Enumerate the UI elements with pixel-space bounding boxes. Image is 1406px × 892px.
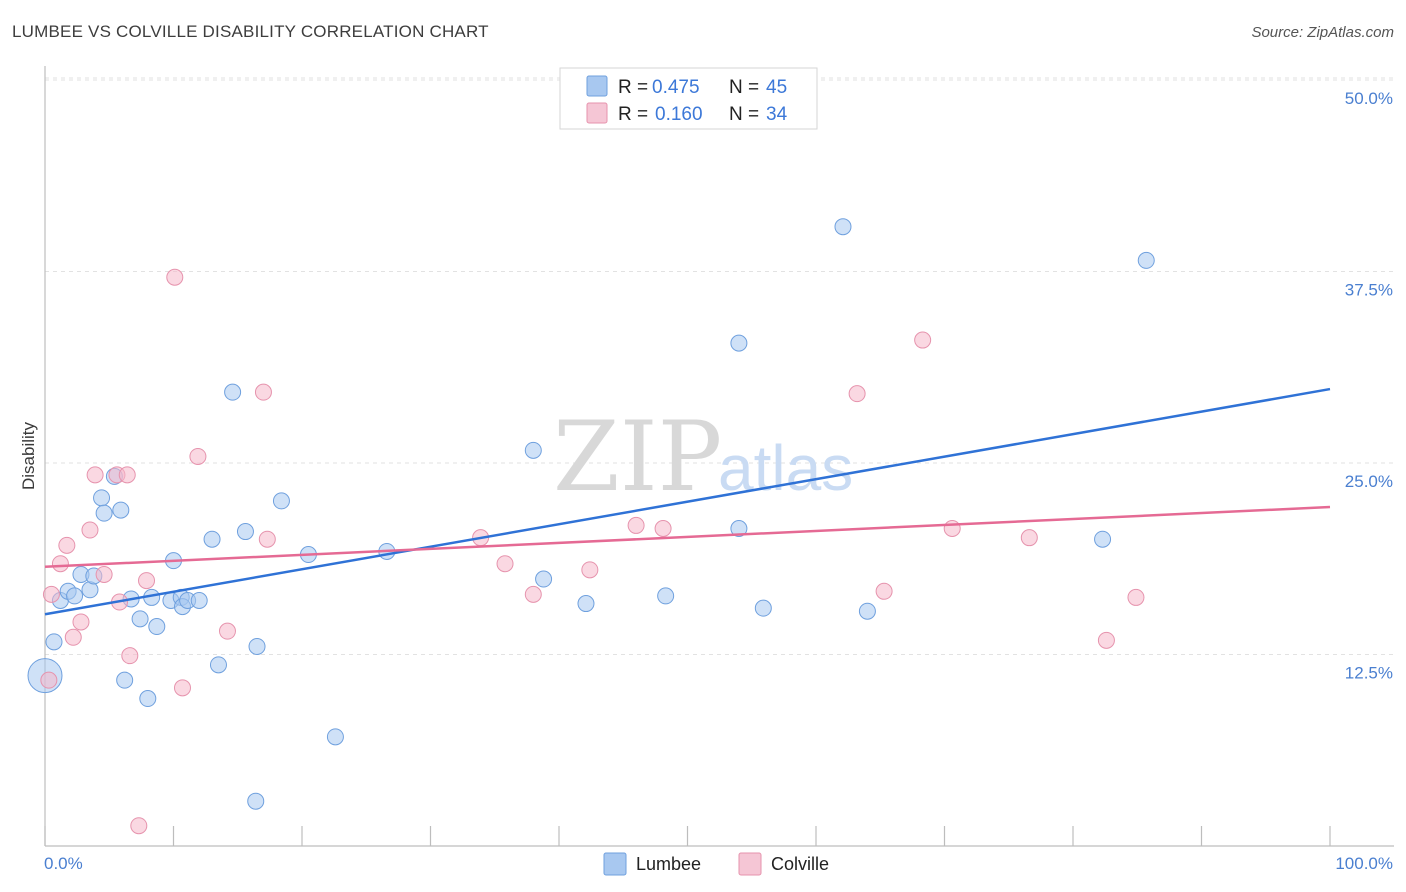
point-lumbee-35 [535, 570, 553, 588]
legend-swatch-lumbee [586, 75, 608, 97]
point-lumbee-11 [112, 501, 130, 519]
y-tick-label-2: 37.5% [1345, 281, 1393, 300]
point-colville-5 [72, 613, 90, 631]
point-colville-14 [138, 572, 156, 590]
point-lumbee-14 [131, 610, 149, 628]
point-lumbee-29 [247, 792, 265, 810]
bottom-legend-label-colville: Colville [771, 854, 829, 874]
legend-r-label-2: R = [618, 104, 648, 125]
legend-n-value-1: 45 [766, 77, 787, 98]
point-lumbee-26 [224, 383, 242, 401]
axes [44, 66, 1394, 847]
point-colville-29 [914, 331, 932, 349]
point-colville-12 [121, 647, 139, 665]
point-colville-20 [258, 530, 276, 548]
legend-n-label-1: N = [729, 77, 759, 98]
x-tick-label-end: 100.0% [1335, 854, 1393, 873]
legend-r-label-1: R = [618, 77, 648, 98]
point-colville-7 [86, 466, 104, 484]
point-colville-19 [254, 383, 272, 401]
point-colville-4 [64, 628, 82, 646]
point-lumbee-39 [730, 334, 748, 352]
y-tick-label-1: 25.0% [1345, 472, 1393, 491]
x-tick-label-start: 0.0% [44, 854, 83, 873]
point-lumbee-32 [326, 728, 344, 746]
point-colville-13 [130, 817, 148, 835]
point-lumbee-36 [577, 595, 595, 613]
point-colville-25 [627, 516, 645, 534]
y-tick-label-0: 12.5% [1345, 664, 1393, 683]
point-colville-6 [81, 521, 99, 539]
point-colville-1 [42, 585, 60, 603]
point-lumbee-4 [66, 587, 84, 605]
trend-line-colville [44, 505, 1331, 569]
point-colville-32 [1097, 631, 1115, 649]
point-colville-3 [58, 536, 76, 554]
point-colville-27 [848, 385, 866, 403]
point-colville-23 [524, 585, 542, 603]
y-axis-label: Disability [19, 421, 38, 490]
point-lumbee-44 [1137, 251, 1155, 269]
source-credit: Source: ZipAtlas.com [1251, 24, 1394, 41]
point-lumbee-9 [95, 504, 113, 522]
point-colville-16 [173, 679, 191, 697]
chart-title: LUMBEE VS COLVILLE DISABILITY CORRELATIO… [12, 22, 489, 41]
watermark-zip: ZIP [553, 401, 722, 513]
point-lumbee-34 [524, 441, 542, 459]
legend-swatch-colville [586, 102, 608, 124]
point-lumbee-23 [190, 591, 208, 609]
legend-n-value-2: 34 [766, 104, 788, 125]
point-lumbee-17 [148, 618, 166, 636]
y-tick-label-3: 50.0% [1345, 89, 1393, 108]
point-colville-15 [166, 268, 184, 286]
point-lumbee-38 [730, 519, 748, 537]
point-colville-2 [51, 555, 69, 573]
point-colville-0 [40, 671, 58, 689]
point-lumbee-25 [209, 656, 227, 674]
legend-r-value-2: 0.160 [655, 104, 703, 125]
point-colville-31 [1020, 529, 1038, 547]
point-lumbee-42 [858, 602, 876, 620]
data-points [27, 218, 1155, 835]
x-tick-labels: 0.0% 100.0% [44, 854, 1393, 873]
point-lumbee-15 [139, 690, 157, 708]
series-lumbee-points [27, 218, 1155, 810]
point-colville-33 [1127, 588, 1145, 606]
bottom-legend-swatch-colville [738, 852, 762, 876]
gridlines [45, 77, 1394, 655]
point-colville-30 [943, 519, 961, 537]
point-colville-28 [875, 582, 893, 600]
trend-lines [44, 387, 1331, 616]
bottom-legend-label-lumbee: Lumbee [636, 854, 701, 874]
legend-n-label-2: N = [729, 104, 759, 125]
watermark: ZIP atlas [553, 401, 853, 513]
point-lumbee-43 [1094, 530, 1112, 548]
point-colville-18 [218, 622, 236, 640]
point-lumbee-30 [272, 492, 290, 510]
correlation-legend: R = 0.475 N = 45 R = 0.160 N = 34 [559, 67, 818, 130]
point-lumbee-8 [93, 489, 111, 507]
point-lumbee-27 [236, 523, 254, 541]
point-lumbee-1 [45, 633, 63, 651]
point-colville-17 [189, 447, 207, 465]
point-lumbee-24 [203, 530, 221, 548]
point-colville-22 [496, 555, 514, 573]
legend-r-value-1: 0.475 [652, 77, 700, 98]
point-colville-24 [581, 561, 599, 579]
series-legend: Lumbee Colville [603, 852, 829, 876]
point-colville-11 [118, 466, 136, 484]
bottom-legend-swatch-lumbee [603, 852, 627, 876]
point-lumbee-40 [754, 599, 772, 617]
point-colville-8 [95, 565, 113, 583]
point-lumbee-37 [657, 587, 675, 605]
point-lumbee-41 [834, 218, 852, 236]
trend-line-lumbee [44, 387, 1331, 616]
point-lumbee-28 [248, 637, 266, 655]
series-colville-points [40, 268, 1145, 835]
point-colville-26 [654, 519, 672, 537]
point-lumbee-12 [116, 671, 134, 689]
y-tick-labels: 12.5% 25.0% 37.5% 50.0% [1345, 89, 1393, 683]
